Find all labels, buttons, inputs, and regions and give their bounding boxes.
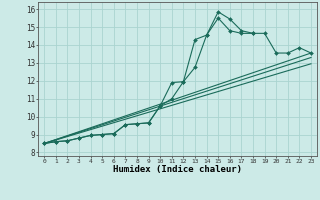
X-axis label: Humidex (Indice chaleur): Humidex (Indice chaleur) bbox=[113, 165, 242, 174]
